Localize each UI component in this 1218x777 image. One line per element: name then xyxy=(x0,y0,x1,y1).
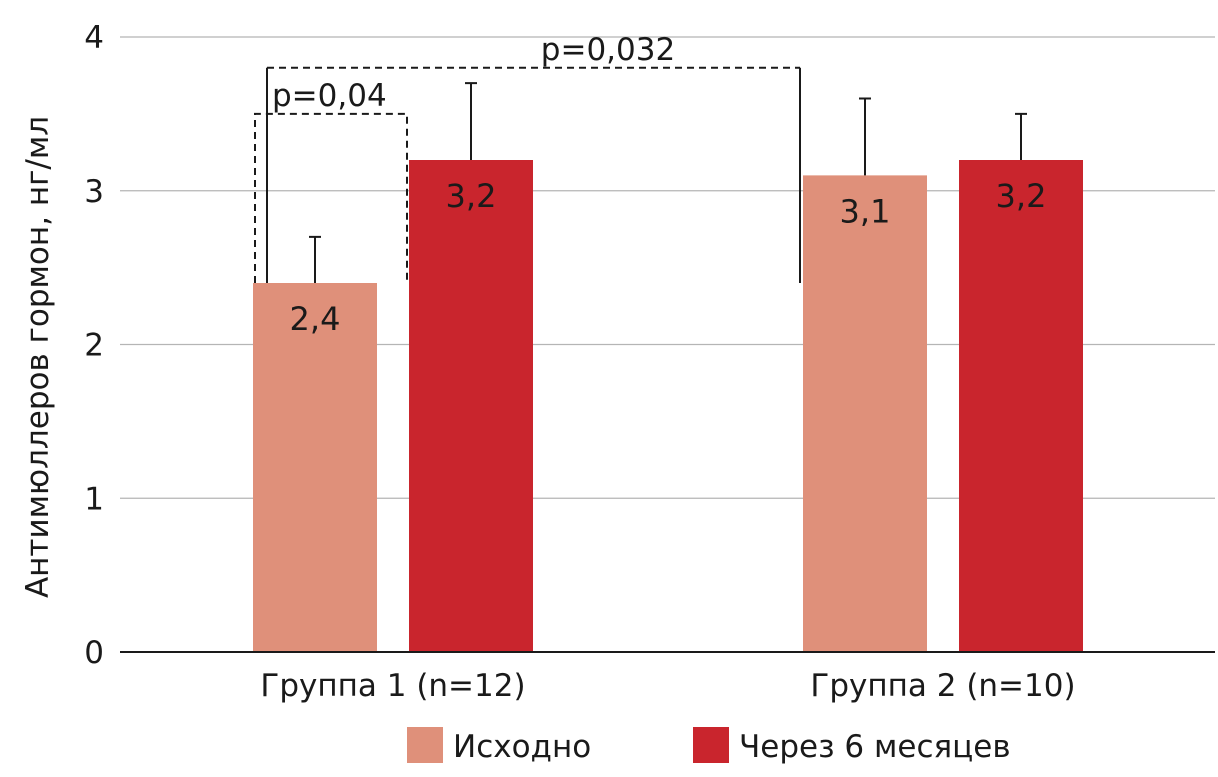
y-tick-label: 0 xyxy=(84,635,104,671)
bar xyxy=(959,160,1083,652)
bracket-line xyxy=(254,112,408,283)
bar xyxy=(803,175,927,652)
y-tick-label: 2 xyxy=(84,328,104,364)
data-label: 3,1 xyxy=(840,192,891,230)
x-category-label: Группа 1 (n=12) xyxy=(260,668,525,704)
y-tick-label: 3 xyxy=(84,174,104,210)
x-category-label: Группа 2 (n=10) xyxy=(810,668,1075,704)
y-axis-ticks: 0 1 2 3 4 xyxy=(84,20,104,671)
y-tick-label: 1 xyxy=(84,481,104,517)
legend-label: Через 6 месяцев xyxy=(739,729,1011,765)
bar xyxy=(409,160,533,652)
p-value-label: p=0,04 xyxy=(272,78,387,114)
y-tick-label: 4 xyxy=(84,20,104,56)
p-value-label: p=0,032 xyxy=(541,32,675,68)
legend-label: Исходно xyxy=(453,729,591,765)
legend: Исходно Через 6 месяцев xyxy=(407,727,1011,765)
bar xyxy=(253,283,377,652)
legend-swatch xyxy=(693,727,729,763)
legend-swatch xyxy=(407,727,443,763)
data-label: 3,2 xyxy=(996,177,1047,215)
y-axis-label: Антимюллеров гормон, нг/мл xyxy=(20,116,56,598)
x-axis-categories: Группа 1 (n=12) Группа 2 (n=10) xyxy=(260,668,1075,704)
significance-brackets: p=0,04 p=0,032 xyxy=(254,32,801,283)
error-bars xyxy=(309,82,1027,283)
data-label: 2,4 xyxy=(290,300,341,338)
data-label: 3,2 xyxy=(446,177,497,215)
bars: 2,4 3,1 3,2 3,2 xyxy=(253,160,1083,652)
